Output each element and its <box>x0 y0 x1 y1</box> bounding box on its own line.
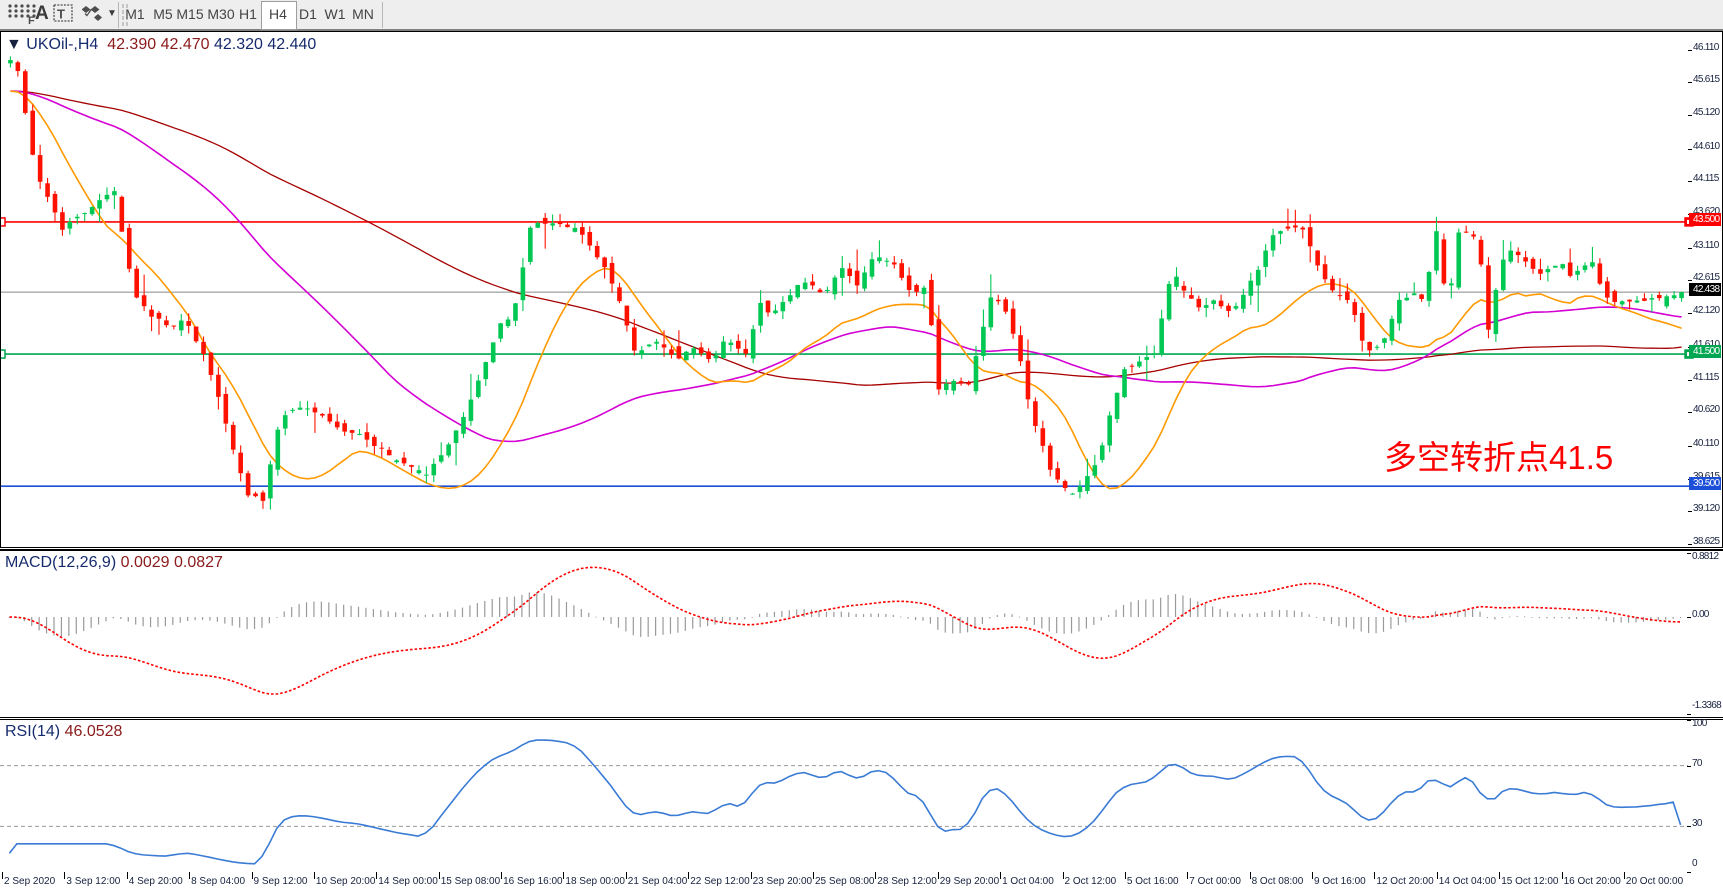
svg-text:F: F <box>28 15 35 24</box>
svg-text:T: T <box>57 7 65 22</box>
